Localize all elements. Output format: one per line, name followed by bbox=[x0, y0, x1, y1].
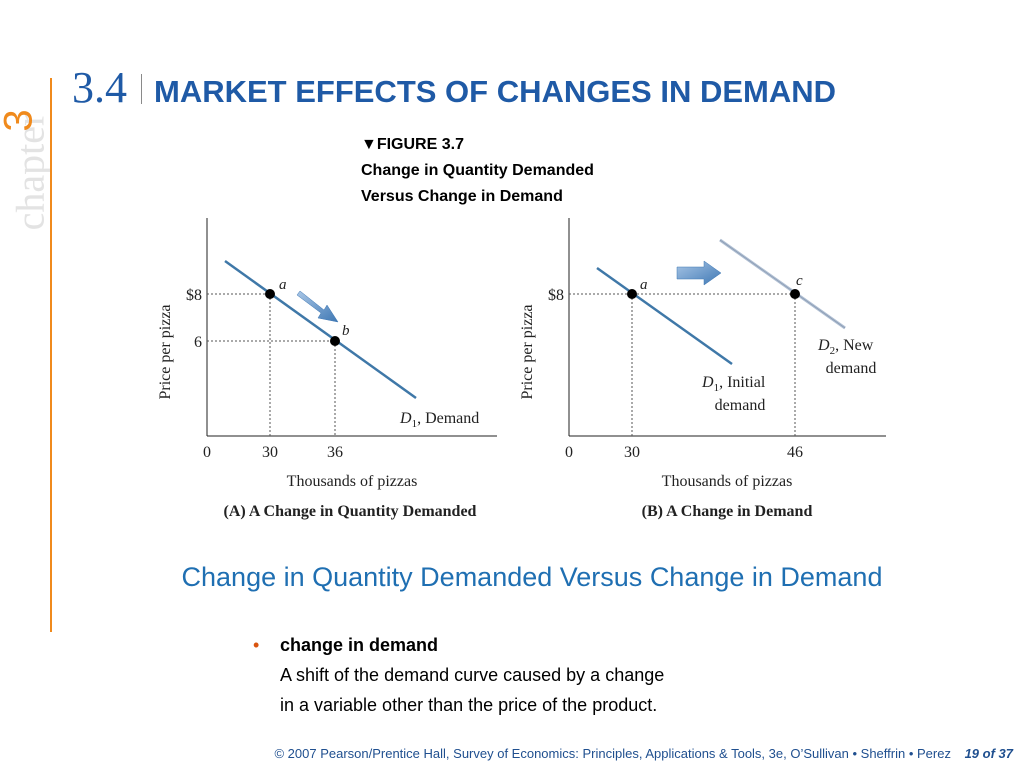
orange-divider bbox=[50, 78, 52, 632]
bullet-dot-icon: • bbox=[253, 635, 260, 655]
figure-caption-line1: Change in Quantity Demanded bbox=[361, 162, 594, 179]
panel-a-curve-label: D1, Demand bbox=[399, 410, 479, 430]
panel-b-point-a-label: a bbox=[640, 277, 648, 293]
figure-caption: ▼FIGURE 3.7 Change in Quantity Demanded … bbox=[361, 132, 594, 210]
panel-b-initial-label-line2: demand bbox=[715, 397, 766, 414]
panel-a-demand-curve bbox=[224, 259, 417, 400]
panel-b-ytick-8: $8 bbox=[548, 287, 564, 304]
panel-a-ytick-6: 6 bbox=[194, 334, 202, 351]
figure-label: ▼FIGURE 3.7 bbox=[361, 136, 464, 153]
figure-graphs: a b $8 6 0 30 36 Price per pizza Thousan… bbox=[157, 218, 886, 520]
panel-b-initial-label: D1, Initial bbox=[701, 374, 766, 394]
panel-b-initial-label-rest: , Initial bbox=[719, 374, 766, 391]
panel-b-title: (B) A Change in Demand bbox=[642, 503, 813, 520]
slide-subtitle: Change in Quantity Demanded Versus Chang… bbox=[181, 562, 883, 592]
panel-b-point-c-label: c bbox=[796, 273, 803, 289]
panel-b-new-label-line2: demand bbox=[826, 360, 877, 377]
panel-a-curve-label-main: D bbox=[399, 410, 412, 427]
panel-b-shift-arrow bbox=[676, 260, 722, 286]
panel-b-new-label: D2, New bbox=[817, 337, 874, 357]
footer: © 2007 Pearson/Prentice Hall, Survey of … bbox=[0, 746, 1013, 761]
footer-credit: © 2007 Pearson/Prentice Hall, Survey of … bbox=[274, 746, 951, 761]
panel-b-xtick-30: 30 bbox=[624, 444, 640, 461]
header-separator bbox=[141, 74, 142, 104]
panel-b-xlabel: Thousands of pizzas bbox=[662, 473, 793, 490]
panel-b-xtick-0: 0 bbox=[565, 444, 573, 461]
slide-title: MARKET EFFECTS OF CHANGES IN DEMAND bbox=[154, 74, 836, 109]
panel-b-initial-label-sub: 1 bbox=[714, 382, 720, 394]
panel-b-initial-demand-curve bbox=[596, 266, 733, 366]
bullet-definition-line2: in a variable other than the price of th… bbox=[280, 695, 658, 715]
panel-a-ylabel: Price per pizza bbox=[157, 304, 174, 399]
panel-a-point-b bbox=[330, 336, 340, 346]
bullet-definition-line1: A shift of the demand curve caused by a … bbox=[280, 665, 665, 685]
panel-a-xlabel: Thousands of pizzas bbox=[287, 473, 418, 490]
bullet-item: • change in demand A shift of the demand… bbox=[253, 630, 665, 720]
panel-a-curve-label-rest: , Demand bbox=[417, 410, 479, 427]
panel-a-point-a bbox=[265, 289, 275, 299]
panel-a-movement-arrow bbox=[296, 290, 339, 323]
figure-caption-line2: Versus Change in Demand bbox=[361, 188, 563, 205]
panel-b-new-label-rest: , New bbox=[835, 337, 874, 354]
panel-b-point-c bbox=[790, 289, 800, 299]
panel-b: a c $8 0 30 46 Price per pizza Thousands… bbox=[519, 218, 886, 520]
bullet-term: change in demand bbox=[280, 635, 439, 655]
panel-a-point-a-label: a bbox=[279, 277, 287, 293]
panel-a-xtick-0: 0 bbox=[203, 444, 211, 461]
page-number: 19 of 37 bbox=[964, 746, 1013, 761]
panel-b-point-a bbox=[627, 289, 637, 299]
section-number: 3.4 bbox=[72, 63, 127, 112]
panel-b-new-label-main: D bbox=[817, 337, 830, 354]
panel-b-new-demand-curve-edge bbox=[719, 239, 846, 329]
panel-b-ylabel: Price per pizza bbox=[519, 304, 536, 399]
panel-b-initial-label-main: D bbox=[701, 374, 714, 391]
panel-a-point-b-label: b bbox=[342, 323, 350, 339]
panel-b-xtick-46: 46 bbox=[787, 444, 803, 461]
panel-a-xtick-30: 30 bbox=[262, 444, 278, 461]
panel-a-curve-label-sub: 1 bbox=[412, 418, 418, 430]
panel-a-ytick-8: $8 bbox=[186, 287, 202, 304]
panel-a: a b $8 6 0 30 36 Price per pizza Thousan… bbox=[157, 218, 497, 520]
slide-header: 3.4 MARKET EFFECTS OF CHANGES IN DEMAND bbox=[72, 62, 836, 112]
panel-a-xtick-36: 36 bbox=[327, 444, 343, 461]
panel-b-new-label-sub: 2 bbox=[830, 345, 836, 357]
panel-a-title: (A) A Change in Quantity Demanded bbox=[224, 503, 477, 520]
